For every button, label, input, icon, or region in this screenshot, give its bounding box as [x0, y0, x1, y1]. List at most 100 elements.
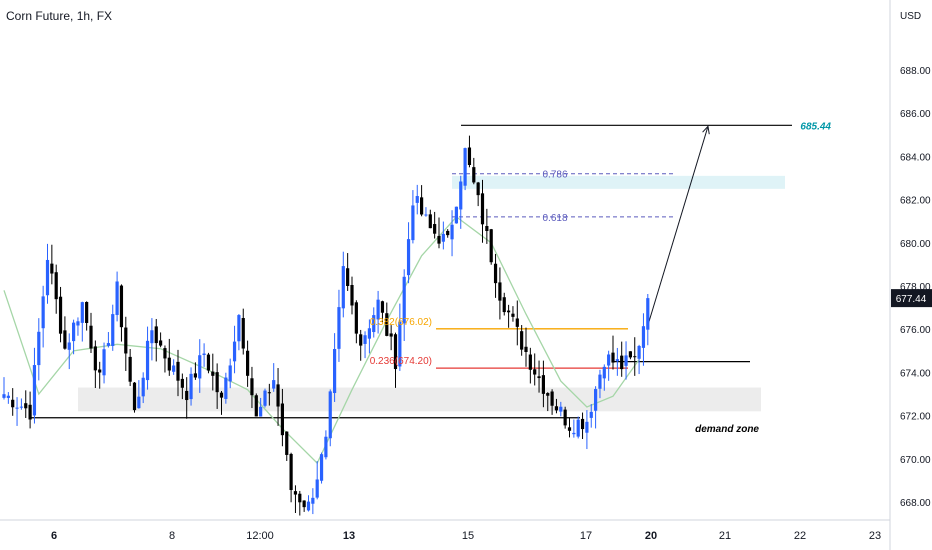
candle-body — [637, 345, 641, 359]
candle-body — [567, 427, 572, 431]
candle-body — [498, 282, 502, 301]
candle-body — [80, 302, 84, 323]
candle-body — [211, 371, 215, 376]
candle-body — [163, 348, 167, 359]
candle-body — [515, 318, 519, 327]
candle-body — [333, 349, 337, 394]
candle-body — [98, 369, 102, 373]
candle-body — [589, 411, 593, 418]
candle-body — [380, 301, 385, 313]
candle-body — [428, 214, 432, 229]
candle-body — [611, 352, 615, 363]
candle-body — [485, 226, 489, 231]
candle-body — [511, 313, 515, 317]
fib-236-label: 0.236(674.20) — [370, 356, 432, 367]
moving-average-layer — [3, 216, 640, 465]
target-price-label: 685.44 — [800, 121, 831, 132]
candle-body — [24, 403, 28, 409]
candle-body — [402, 276, 406, 324]
candle-body — [176, 361, 180, 381]
fib-786-label: 0.786 — [542, 170, 567, 181]
candle-body — [215, 372, 219, 393]
candle-body — [393, 334, 398, 370]
candle-body — [554, 406, 559, 411]
candle-body — [472, 167, 476, 183]
time-tick-label: 12:00 — [246, 530, 274, 542]
candle-body — [189, 373, 193, 400]
candle-body — [193, 373, 197, 378]
price-tick-label: 676.00 — [900, 325, 931, 336]
candle-body — [467, 147, 472, 165]
fib-zone-rect — [452, 175, 785, 189]
candle-body — [159, 340, 163, 346]
price-tick-label: 684.00 — [900, 152, 931, 163]
moving-average-line — [3, 216, 640, 465]
candle-body — [624, 355, 628, 366]
candle-body — [520, 331, 524, 350]
candle-body — [28, 404, 32, 420]
candle-body — [154, 326, 158, 344]
candle-body — [272, 380, 276, 389]
candle-body — [602, 366, 606, 379]
time-tick-label: 17 — [580, 530, 592, 542]
candle-body — [115, 281, 119, 315]
candle-body — [341, 266, 345, 309]
candle-body — [180, 378, 184, 388]
price-tick-label: 680.00 — [900, 239, 931, 250]
candle-body — [450, 224, 454, 240]
candle-body — [206, 354, 211, 371]
candle-body — [328, 391, 332, 439]
candle-body — [306, 501, 311, 511]
candle-body — [19, 406, 23, 408]
candle-body — [433, 224, 437, 234]
currency-label: USD — [900, 11, 921, 22]
candle-body — [546, 393, 550, 396]
last-price-badge — [891, 289, 932, 308]
candle-body — [145, 340, 150, 381]
fib-618-label: 0.618 — [542, 213, 567, 224]
candle-body — [15, 407, 19, 409]
candle-body — [463, 148, 467, 186]
candle-body — [572, 432, 576, 435]
candle-body — [37, 331, 41, 366]
candle-body — [85, 302, 89, 323]
candles-layer — [2, 135, 650, 516]
price-tick-label: 688.00 — [900, 66, 931, 77]
candle-body — [615, 359, 619, 362]
candle-body — [441, 233, 445, 242]
price-tick-label: 672.00 — [900, 412, 931, 423]
candle-body — [6, 395, 10, 398]
candle-body — [137, 396, 141, 409]
candle-body — [376, 299, 380, 320]
candle-body — [350, 284, 354, 306]
candle-body — [289, 453, 293, 491]
candle-body — [67, 342, 71, 350]
candle-body — [54, 272, 58, 300]
demand-zone-rect — [78, 387, 761, 412]
candle-body — [280, 403, 284, 436]
price-tick-label: 668.00 — [900, 498, 931, 509]
candle-body — [507, 310, 511, 313]
candle-body — [367, 328, 371, 339]
annotation-labels-layer: 685.44 0.786 0.618 0.382(676.02) 0.236(674.2… — [370, 121, 832, 434]
candle-body — [89, 325, 93, 349]
candle-body — [446, 230, 450, 236]
candle-body — [415, 196, 419, 203]
candle-body — [198, 355, 202, 379]
candle-body — [72, 322, 76, 342]
candle-body — [550, 391, 554, 406]
time-tick-label: 22 — [794, 530, 806, 542]
candle-body — [246, 350, 250, 376]
chart-title: Corn Future, 1h, FX — [6, 9, 113, 23]
price-tick-label: 670.00 — [900, 455, 931, 466]
candle-body — [219, 392, 224, 398]
candle-body — [411, 205, 415, 241]
candle-body — [493, 263, 498, 284]
candle-body — [385, 313, 389, 336]
time-tick-label: 13 — [343, 530, 355, 542]
candle-body — [502, 297, 506, 313]
price-tick-label: 678.00 — [900, 282, 931, 293]
candle-body — [524, 346, 528, 353]
candle-body — [32, 365, 37, 416]
